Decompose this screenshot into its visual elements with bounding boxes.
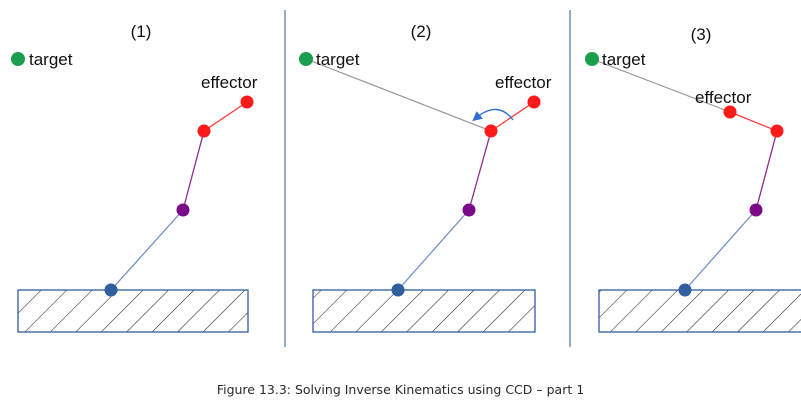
arm-segment-upper: [755, 130, 778, 211]
ground-block: [17, 289, 249, 333]
rotation-arrow: [472, 108, 514, 122]
arm-segment-end: [729, 111, 778, 132]
target-line: [305, 58, 492, 132]
wrist-joint: [197, 124, 211, 138]
target-label: target: [29, 50, 73, 69]
base-joint: [391, 283, 405, 297]
panel-2: (2) target effector: [299, 22, 552, 333]
base-joint: [104, 283, 118, 297]
arm-segment-lower: [397, 209, 470, 291]
arm-segment-upper: [468, 130, 492, 211]
effector-joint: [240, 95, 254, 109]
ground-block: [598, 289, 801, 333]
effector-label: effector: [201, 73, 258, 92]
target-dot: [11, 52, 25, 66]
target-dot: [299, 52, 313, 66]
arm-segment-end: [490, 101, 535, 132]
arm-segment-upper: [182, 130, 205, 211]
arm-segment-lower: [110, 209, 184, 291]
elbow-joint: [749, 203, 763, 217]
panel-number: (3): [691, 25, 712, 44]
target-line: [591, 58, 731, 113]
effector-label: effector: [495, 73, 552, 92]
effector-label: effector: [695, 88, 752, 107]
arm-segment-lower: [684, 209, 757, 291]
target-label: target: [602, 50, 646, 69]
target-label: target: [316, 50, 360, 69]
target-dot: [585, 52, 599, 66]
ground-block: [312, 289, 536, 333]
wrist-joint: [770, 124, 784, 138]
panel-number: (2): [411, 22, 432, 41]
elbow-joint: [176, 203, 190, 217]
wrist-joint: [484, 124, 498, 138]
panel-1: (1) target effector: [11, 22, 258, 333]
panel-number: (1): [131, 22, 152, 41]
base-joint: [678, 283, 692, 297]
arm-segment-end: [203, 101, 248, 132]
panel-3: (3) target effector: [585, 25, 801, 333]
elbow-joint: [462, 203, 476, 217]
figure-caption: Figure 13.3: Solving Inverse Kinematics …: [216, 382, 585, 397]
effector-joint: [527, 95, 541, 109]
effector-joint: [723, 105, 737, 119]
